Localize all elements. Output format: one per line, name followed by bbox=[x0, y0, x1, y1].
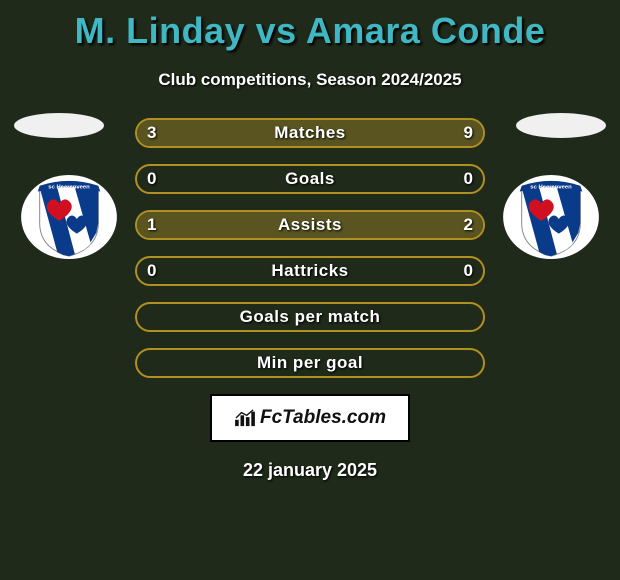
stat-row: 0 0 Hattricks bbox=[135, 256, 485, 286]
stat-row: 0 0 Goals bbox=[135, 164, 485, 194]
stat-row: 1 2 Assists bbox=[135, 210, 485, 240]
svg-text:sc Heerenveen: sc Heerenveen bbox=[530, 185, 572, 191]
chart-icon bbox=[234, 409, 256, 427]
stat-row: 3 9 Matches bbox=[135, 118, 485, 148]
date-text: 22 january 2025 bbox=[0, 460, 620, 481]
club-badge-left: sc Heerenveen bbox=[20, 174, 118, 260]
stat-value-left: 3 bbox=[147, 123, 156, 143]
club-badge-right: sc Heerenveen bbox=[502, 174, 600, 260]
player-photo-placeholder-left bbox=[14, 113, 104, 138]
branding-text: FcTables.com bbox=[260, 407, 386, 429]
stat-label: Goals per match bbox=[240, 307, 381, 327]
stat-value-right: 0 bbox=[464, 169, 473, 189]
stat-label: Goals bbox=[285, 169, 335, 189]
subtitle: Club competitions, Season 2024/2025 bbox=[0, 70, 620, 90]
player-photo-placeholder-right bbox=[516, 113, 606, 138]
stat-label: Min per goal bbox=[257, 353, 363, 373]
stat-value-right: 2 bbox=[464, 215, 473, 235]
stat-value-right: 9 bbox=[464, 123, 473, 143]
stat-row: Min per goal bbox=[135, 348, 485, 378]
stat-label: Assists bbox=[278, 215, 342, 235]
bar-fill-right bbox=[224, 120, 484, 146]
stat-label: Hattricks bbox=[271, 261, 348, 281]
svg-text:sc Heerenveen: sc Heerenveen bbox=[48, 185, 90, 191]
comparison-panel: sc Heerenveen sc Heerenveen 3 9 Matches 0 0 G… bbox=[0, 118, 620, 481]
stat-label: Matches bbox=[274, 123, 346, 143]
branding-box: FcTables.com bbox=[210, 394, 410, 442]
stat-value-right: 0 bbox=[464, 261, 473, 281]
stat-value-left: 1 bbox=[147, 215, 156, 235]
stat-value-left: 0 bbox=[147, 169, 156, 189]
stat-row: Goals per match bbox=[135, 302, 485, 332]
stat-rows: 3 9 Matches 0 0 Goals 1 2 Assists 0 0 Hattricks Goal… bbox=[135, 118, 485, 378]
stat-value-left: 0 bbox=[147, 261, 156, 281]
page-title: M. Linday vs Amara Conde bbox=[0, 0, 620, 52]
